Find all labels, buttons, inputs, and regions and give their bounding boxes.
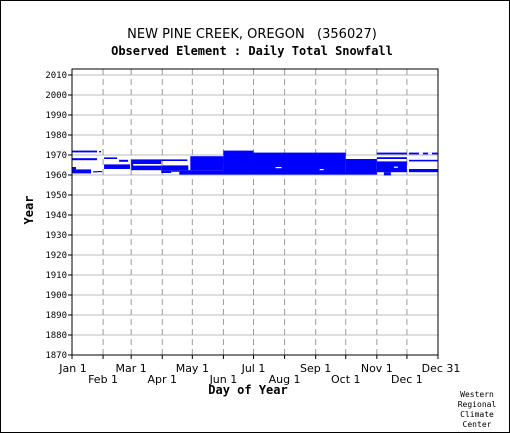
missing-data-gap: [133, 164, 162, 166]
coverage-bar: [161, 170, 172, 173]
missing-data-gap: [393, 166, 398, 168]
plot-area-border: [71, 68, 439, 356]
coverage-bar: [72, 167, 77, 170]
coverage-bar: [408, 159, 438, 162]
x-tick-label: Jul 1: [241, 362, 266, 375]
x-tick-label: Mar 1: [116, 362, 147, 375]
y-tick-label: 1870: [45, 351, 67, 361]
x-tick-label: Sep 1: [300, 362, 331, 375]
chart-title: NEW PINE CREEK, OREGON (356027): [127, 27, 377, 42]
x-axis-ticks: Jan 1 Mar 1 May 1 Jul 1 Sep 1 Nov 1 Dec 31 Feb …: [58, 355, 460, 386]
y-tick-label: 1920: [45, 251, 67, 261]
missing-data-gap: [427, 152, 432, 155]
coverage-bar: [376, 157, 407, 159]
x-tick-label: Jan 1: [58, 362, 86, 375]
x-tick-label: Feb 1: [88, 373, 118, 386]
missing-data-gap: [319, 169, 324, 171]
credit-line: Western: [460, 390, 494, 399]
y-tick-label: 1970: [45, 151, 67, 161]
credit-line: Climate: [460, 410, 494, 419]
x-tick-label: Dec 1: [391, 373, 423, 386]
credit-line: Regional: [458, 400, 497, 409]
wrcc-credit: Western Regional Climate Center: [458, 390, 497, 429]
chart-subtitle: Observed Element : Daily Total Snowfall: [111, 44, 393, 58]
y-tick-label: 1880: [45, 331, 67, 341]
grid-lines: [72, 69, 438, 355]
y-tick-label: 1960: [45, 171, 67, 181]
coverage-bar: [223, 150, 254, 175]
y-tick-label: 1980: [45, 131, 67, 141]
x-tick-label: Oct 1: [331, 373, 361, 386]
y-axis-ticks: 2010 2000 1990 1980 1970 1960 1950 1940 1930 1920…: [45, 71, 72, 361]
y-tick-label: 1990: [45, 111, 67, 121]
y-axis-label: Year: [22, 196, 36, 225]
missing-data-gap: [418, 152, 423, 155]
coverage-bar: [72, 158, 98, 161]
coverage-bar: [93, 171, 98, 173]
coverage-bar: [179, 170, 224, 175]
y-tick-label: 2000: [45, 91, 67, 101]
coverage-bar: [104, 157, 118, 159]
y-tick-label: 1890: [45, 311, 67, 321]
x-tick-label: May 1: [176, 362, 209, 375]
x-axis-label: Day of Year: [208, 383, 287, 397]
coverage-bar: [72, 169, 92, 174]
coverage-bar: [408, 169, 438, 173]
x-tick-label: Aug 1: [269, 373, 301, 386]
coverage-bar: [104, 164, 131, 169]
coverage-bar: [161, 159, 188, 161]
data-bars: [72, 150, 438, 176]
coverage-bar: [161, 165, 189, 171]
x-tick-label: Nov 1: [361, 362, 393, 375]
y-tick-label: 1940: [45, 211, 67, 221]
y-tick-label: 1900: [45, 291, 67, 301]
coverage-bar: [190, 156, 224, 171]
y-tick-label: 1910: [45, 271, 67, 281]
coverage-bar: [376, 161, 407, 173]
coverage-bar: [72, 150, 98, 153]
x-tick-label: Jun 1: [209, 373, 238, 386]
y-tick-label: 1930: [45, 231, 67, 241]
x-tick-label: Dec 31: [422, 362, 461, 375]
coverage-bar: [376, 152, 407, 155]
coverage-bar: [408, 152, 438, 155]
x-tick-label: Apr 1: [147, 373, 177, 386]
coverage-bar: [97, 171, 103, 173]
missing-data-gap: [275, 167, 282, 169]
credit-line: Center: [463, 420, 492, 429]
y-tick-label: 1950: [45, 191, 67, 201]
coverage-bar: [171, 170, 180, 172]
coverage-bar: [253, 152, 346, 175]
coverage-bar: [119, 159, 129, 162]
y-tick-label: 2010: [45, 71, 67, 81]
coverage-bar: [99, 151, 102, 153]
coverage-bar: [383, 172, 391, 176]
coverage-bar: [345, 159, 377, 175]
